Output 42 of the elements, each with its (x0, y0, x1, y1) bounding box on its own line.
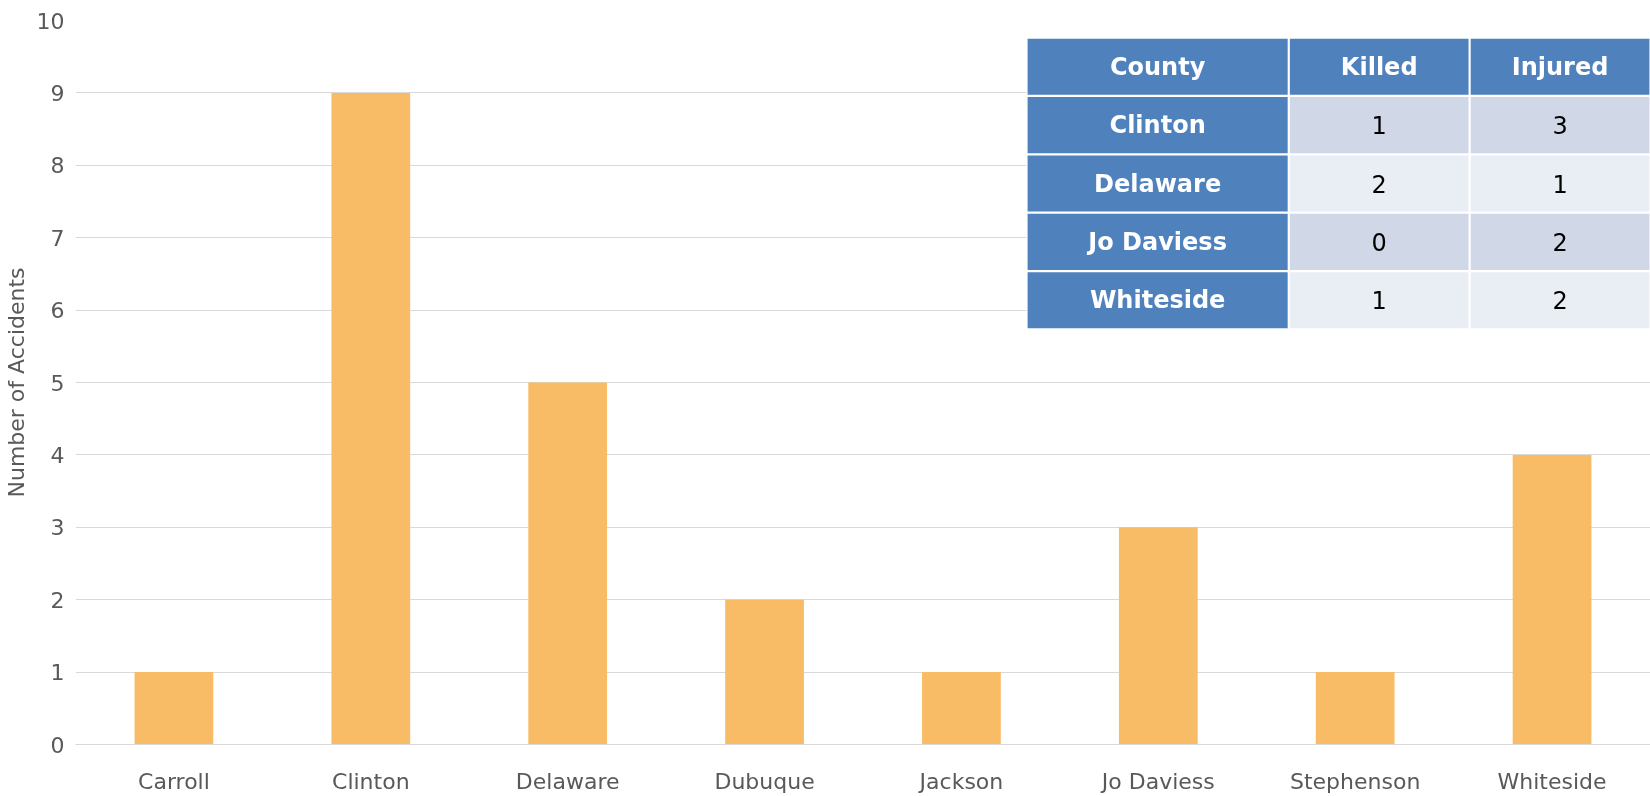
x-tick-label: Killed (1340, 52, 1418, 81)
x-tick-label: Carroll (138, 768, 210, 794)
y-tick-label: 4 (50, 442, 65, 468)
y-tick-label: Clinton (1109, 111, 1206, 140)
y-tick-label: 0 (50, 732, 65, 758)
y-tick-label: 3 (50, 515, 65, 541)
x-tick-label: Delaware (515, 768, 620, 794)
x-tick-label: Injured (1511, 52, 1609, 81)
y-tick-label: 10 (36, 8, 65, 34)
data-label: 1 (1552, 170, 1568, 199)
data-label: 2 (1552, 287, 1568, 316)
data-label: 1 (1371, 112, 1387, 141)
y-axis-title: Number of Accidents (3, 267, 29, 498)
y-tick-label: 2 (50, 587, 65, 613)
y-tick-label: Jo Daviess (1086, 227, 1227, 256)
y-axis-title: County (1109, 52, 1206, 81)
y-tick-label: 6 (50, 298, 65, 324)
data-label: 2 (1371, 170, 1387, 199)
x-tick-label: Whiteside (1497, 768, 1607, 794)
data-label: 2 (1552, 228, 1568, 257)
bar (1118, 527, 1198, 745)
x-tick-label: Stephenson (1290, 768, 1421, 794)
data-label: 0 (1371, 228, 1387, 257)
y-tick-label: 8 (50, 153, 65, 179)
bar (528, 382, 608, 745)
y-tick-label: 5 (50, 370, 65, 396)
bar (331, 92, 411, 745)
bar (1512, 454, 1592, 745)
y-tick-label: 1 (50, 660, 65, 686)
y-tick-label: 7 (50, 225, 65, 251)
y-tick-label: Whiteside (1089, 286, 1226, 315)
x-tick-label: Dubuque (714, 768, 815, 794)
bar (922, 672, 1001, 745)
data-label: 3 (1552, 112, 1568, 141)
y-tick-label: Delaware (1094, 169, 1222, 198)
x-tick-label: Clinton (332, 768, 410, 794)
bar (134, 672, 214, 745)
x-tick-label: Jackson (917, 768, 1004, 794)
data-label: 1 (1371, 287, 1387, 316)
y-tick-label: 9 (50, 80, 65, 106)
bar (1315, 672, 1395, 745)
bar (725, 599, 804, 745)
